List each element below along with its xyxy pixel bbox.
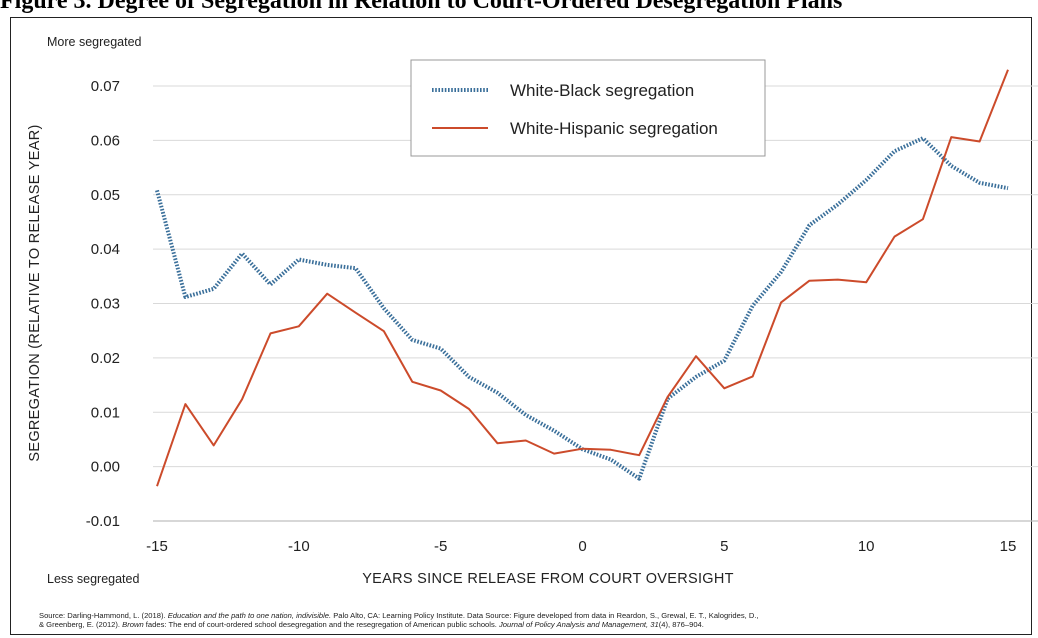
source-title-2: Brown bbox=[122, 620, 144, 629]
series-line-1 bbox=[156, 69, 1009, 487]
y-tick-label-7: 0.06 bbox=[91, 132, 120, 149]
x-tick-label-2: -5 bbox=[434, 538, 447, 555]
series-line-0 bbox=[155, 136, 1009, 481]
y-tick-label-0: -0.01 bbox=[86, 513, 120, 530]
legend-label-1: White-Hispanic segregation bbox=[510, 119, 718, 138]
source-text-2: Palo Alto, CA: Learning Policy Institute… bbox=[331, 611, 759, 620]
top-note: More segregated bbox=[47, 35, 142, 49]
y-tick-label-6: 0.05 bbox=[91, 187, 120, 204]
bottom-note: Less segregated bbox=[47, 572, 139, 586]
y-tick-label-4: 0.03 bbox=[91, 296, 120, 313]
y-tick-label-3: 0.02 bbox=[91, 350, 120, 367]
y-axis-title: SEGREGATION (RELATIVE TO RELEASE YEAR) bbox=[27, 124, 43, 461]
x-tick-label-1: -10 bbox=[288, 538, 310, 555]
source-journal: Journal of Policy Analysis and Managemen… bbox=[499, 620, 659, 629]
source-text-1: Source: Darling-Hammond, L. (2018). bbox=[39, 611, 168, 620]
figure-frame bbox=[10, 17, 1032, 635]
y-tick-label-1: 0.00 bbox=[91, 459, 120, 476]
y-tick-label-8: 0.07 bbox=[91, 78, 120, 95]
source-text-4: fades: The end of court-ordered school d… bbox=[143, 620, 499, 629]
legend-box bbox=[410, 59, 766, 157]
x-tick-label-5: 10 bbox=[858, 538, 875, 555]
x-tick-label-6: 15 bbox=[1000, 538, 1017, 555]
x-tick-label-0: -15 bbox=[146, 538, 168, 555]
x-axis-title: YEARS SINCE RELEASE FROM COURT OVERSIGHT bbox=[362, 571, 734, 587]
legend-label-0: White-Black segregation bbox=[510, 81, 694, 100]
source-title-1: Education and the path to one nation, in… bbox=[167, 611, 332, 620]
x-tick-label-4: 5 bbox=[720, 538, 728, 555]
source-note: Source: Darling-Hammond, L. (2018). Educ… bbox=[39, 611, 1024, 629]
source-text-5: (4), 876–904. bbox=[658, 620, 704, 629]
y-tick-label-2: 0.01 bbox=[91, 404, 120, 421]
source-text-3: & Greenberg, E. (2012). bbox=[39, 620, 123, 629]
y-tick-label-5: 0.04 bbox=[91, 241, 120, 258]
figure-caption: Figure 3. Degree of Segregation in Relat… bbox=[0, 0, 843, 14]
x-tick-label-3: 0 bbox=[578, 538, 586, 555]
